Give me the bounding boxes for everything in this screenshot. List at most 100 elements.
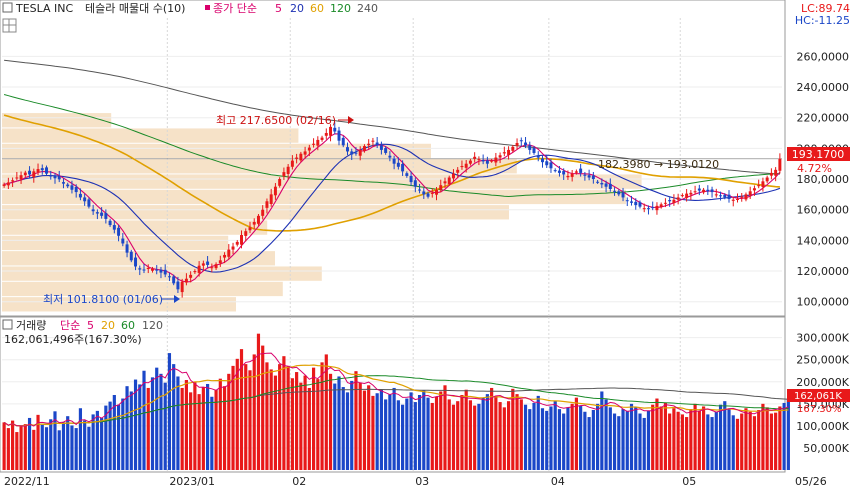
candle-body bbox=[392, 158, 396, 164]
candle-body bbox=[367, 143, 371, 146]
candle bbox=[362, 144, 366, 153]
volume-bar bbox=[549, 406, 553, 470]
candle-body bbox=[57, 176, 61, 180]
volume-bar bbox=[112, 395, 116, 470]
candle bbox=[748, 186, 752, 199]
volume-bar bbox=[511, 388, 515, 470]
candle-body bbox=[193, 271, 197, 273]
candle bbox=[70, 180, 74, 194]
candle bbox=[117, 225, 121, 242]
volume-bar bbox=[506, 401, 511, 470]
volume-bar bbox=[655, 398, 659, 470]
x-tick-label: 2022/11 bbox=[4, 475, 50, 488]
volume-bar bbox=[434, 396, 439, 470]
volume-bar bbox=[146, 387, 150, 470]
ma60-line bbox=[3, 114, 780, 232]
candle bbox=[574, 169, 578, 175]
volume-panel-menu-icon[interactable] bbox=[2, 319, 13, 330]
price-tick-label: 240,0000 bbox=[797, 81, 850, 94]
candle-body bbox=[295, 157, 299, 159]
candle bbox=[28, 166, 32, 179]
volume-bar bbox=[337, 376, 341, 470]
high-arrowhead-icon bbox=[348, 116, 354, 124]
volume-bar bbox=[133, 379, 138, 470]
volume-bar bbox=[706, 414, 710, 470]
volume-bar bbox=[638, 413, 642, 470]
volume-profile-band bbox=[2, 297, 236, 312]
candle bbox=[290, 155, 294, 170]
candle-body bbox=[473, 156, 477, 159]
candle-body bbox=[142, 269, 146, 271]
candle-body bbox=[608, 183, 612, 190]
candle bbox=[689, 190, 693, 201]
candle-body bbox=[634, 201, 638, 206]
volume-bar bbox=[468, 400, 473, 470]
candle-body bbox=[553, 170, 557, 172]
volume-bar bbox=[2, 422, 6, 470]
volume-bar bbox=[392, 387, 396, 470]
candle-body bbox=[6, 182, 10, 186]
candle bbox=[485, 156, 489, 169]
candle bbox=[553, 168, 557, 173]
ma-legend-120: 120 bbox=[330, 2, 351, 15]
candle bbox=[384, 146, 388, 155]
volume-bar bbox=[227, 373, 231, 470]
volume-bar bbox=[701, 406, 706, 470]
volume-bar bbox=[91, 414, 95, 470]
candle bbox=[240, 230, 243, 249]
volume-bar bbox=[125, 386, 129, 470]
candle-body bbox=[765, 177, 769, 182]
volume-bar bbox=[53, 411, 57, 470]
candle-body bbox=[358, 149, 362, 156]
volume-bar bbox=[748, 411, 752, 470]
candle bbox=[451, 169, 455, 183]
candle-body bbox=[290, 160, 294, 167]
candle bbox=[778, 153, 782, 174]
candle bbox=[719, 191, 723, 201]
candle-body bbox=[66, 184, 70, 187]
volume-bar bbox=[439, 391, 443, 470]
candle-body bbox=[362, 146, 366, 151]
volume-ma-20: 20 bbox=[101, 319, 115, 332]
ma-legend-60: 60 bbox=[310, 2, 324, 15]
candle-body bbox=[418, 189, 422, 191]
volume-bar bbox=[197, 394, 201, 470]
candle-body bbox=[333, 127, 337, 132]
candle bbox=[579, 164, 583, 177]
panel-menu-icon[interactable] bbox=[2, 2, 13, 13]
volume-bar bbox=[744, 408, 748, 470]
candle bbox=[562, 168, 566, 180]
candle-body bbox=[426, 193, 430, 197]
candle bbox=[600, 178, 604, 189]
candle-body bbox=[630, 201, 633, 203]
volume-bar bbox=[515, 394, 519, 470]
axis-ticks-layer: 260,0000240,0000220,0000200,0000180,0000… bbox=[4, 50, 850, 488]
volume-bar bbox=[676, 411, 680, 470]
candle-body bbox=[600, 183, 604, 185]
volume-bar bbox=[430, 402, 434, 470]
candle bbox=[456, 167, 460, 179]
candle-body bbox=[74, 187, 78, 193]
volume-bar bbox=[727, 409, 731, 470]
candle-body bbox=[519, 140, 523, 142]
candle-body bbox=[244, 231, 248, 236]
volume-bar bbox=[324, 354, 328, 470]
candle-body bbox=[2, 184, 6, 186]
candle-body bbox=[112, 225, 116, 230]
volume-bar bbox=[646, 410, 651, 470]
candle bbox=[460, 160, 464, 170]
candle-body bbox=[11, 180, 15, 182]
candle bbox=[278, 177, 282, 188]
candle-body bbox=[108, 220, 112, 226]
volume-bar bbox=[108, 401, 112, 470]
volume-bar bbox=[765, 407, 769, 470]
candle-body bbox=[515, 142, 519, 146]
candle-body bbox=[172, 276, 176, 284]
volume-bar bbox=[540, 408, 545, 470]
candle-body bbox=[197, 265, 201, 273]
price-tick-label: 120,0000 bbox=[797, 265, 850, 278]
volume-bar bbox=[498, 402, 502, 470]
candle-body bbox=[384, 148, 388, 153]
